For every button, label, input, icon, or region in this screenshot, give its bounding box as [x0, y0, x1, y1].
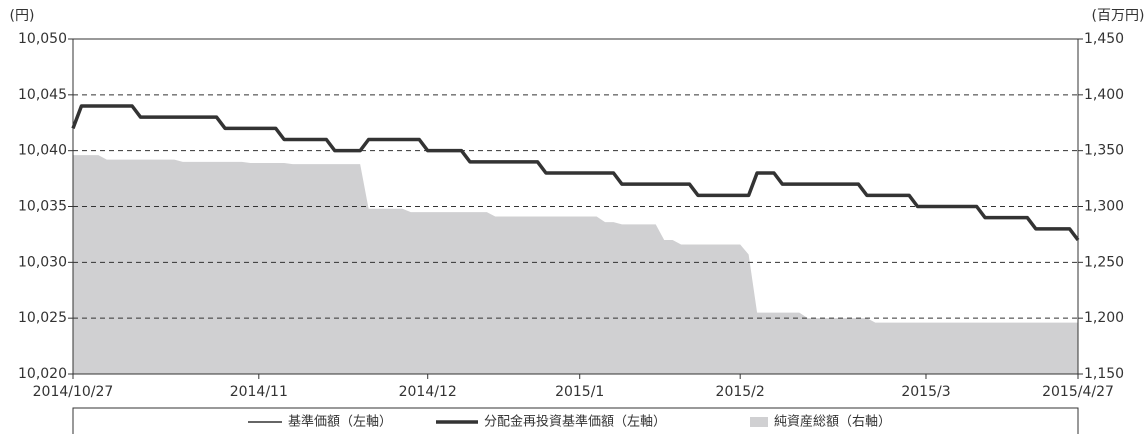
y2-tick-label: 1,250 — [1084, 254, 1124, 270]
legend-label: 純資産総額（右軸） — [774, 414, 891, 430]
x-tick-label: 2014/11 — [230, 384, 288, 400]
y2-axis-label: (百万円) — [1092, 8, 1145, 24]
y2-tick-label: 1,200 — [1084, 310, 1124, 326]
y-tick-label: 10,050 — [18, 31, 67, 47]
x-tick-label: 2015/4/27 — [1042, 384, 1114, 400]
y-tick-label: 10,030 — [18, 254, 67, 270]
area — [73, 155, 1078, 374]
x-tick-label: 2014/12 — [399, 384, 457, 400]
legend-label: 分配金再投資基準価額（左軸） — [484, 414, 666, 430]
line — [71, 104, 1080, 242]
y2-tick-label: 1,450 — [1084, 31, 1124, 47]
legend-label: 基準価額（左軸） — [288, 414, 392, 430]
x-tick-label: 2015/2 — [716, 384, 765, 400]
plot-frame — [72, 38, 1079, 374]
y-tick-label: 10,040 — [18, 143, 67, 159]
y-tick-label: 10,045 — [18, 87, 67, 103]
y2-tick-label: 1,350 — [1084, 143, 1124, 159]
y-tick-label: 10,025 — [18, 310, 67, 326]
x-tick-label: 2015/3 — [901, 384, 950, 400]
y-tick-label: 10,020 — [18, 366, 67, 382]
legend-swatch — [750, 417, 768, 427]
y2-tick-label: 1,400 — [1084, 87, 1124, 103]
y2-tick-label: 1,300 — [1084, 199, 1124, 215]
x-tick-label: 2014/10/27 — [33, 384, 114, 400]
y2-tick-label: 1,150 — [1084, 366, 1124, 382]
y-tick-label: 10,035 — [18, 199, 67, 215]
x-tick-label: 2015/1 — [555, 384, 604, 400]
y-axis-label: (円) — [10, 8, 35, 24]
legend: 基準価額（左軸） 分配金再投資基準価額（左軸） 純資産総額（右軸） — [72, 407, 1079, 434]
legend-frame — [72, 407, 1079, 434]
